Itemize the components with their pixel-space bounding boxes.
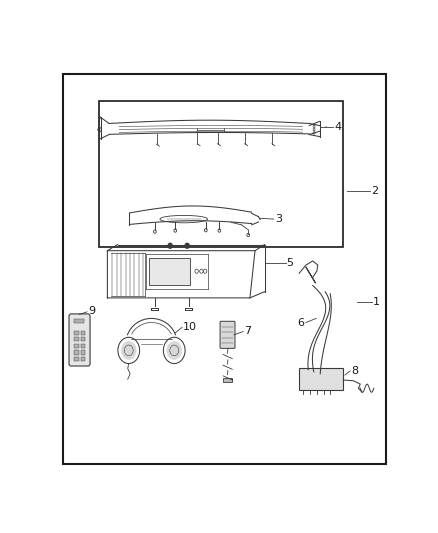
Text: 2: 2 — [371, 186, 378, 196]
Bar — [223, 377, 232, 383]
Bar — [74, 350, 78, 354]
Bar — [74, 344, 78, 348]
Text: 3: 3 — [275, 214, 282, 224]
Circle shape — [121, 342, 136, 359]
Bar — [99, 101, 343, 247]
Bar — [149, 258, 190, 285]
Bar — [81, 344, 85, 348]
Circle shape — [167, 342, 182, 359]
Text: 8: 8 — [351, 366, 358, 376]
Bar — [74, 319, 84, 322]
Text: 1: 1 — [373, 297, 380, 307]
FancyBboxPatch shape — [220, 321, 235, 349]
Bar — [74, 330, 78, 335]
Bar — [81, 337, 85, 342]
Text: 10: 10 — [183, 321, 197, 332]
Bar — [81, 350, 85, 354]
Text: 6: 6 — [297, 318, 304, 328]
Bar — [74, 357, 78, 361]
Circle shape — [168, 243, 172, 248]
Bar — [81, 357, 85, 361]
Bar — [74, 337, 78, 342]
FancyBboxPatch shape — [69, 314, 90, 366]
Circle shape — [185, 243, 189, 248]
Text: 9: 9 — [88, 306, 95, 317]
Text: 7: 7 — [244, 326, 251, 336]
Bar — [299, 368, 343, 390]
Bar — [81, 330, 85, 335]
Text: 5: 5 — [286, 258, 293, 268]
Text: 4: 4 — [335, 122, 342, 132]
